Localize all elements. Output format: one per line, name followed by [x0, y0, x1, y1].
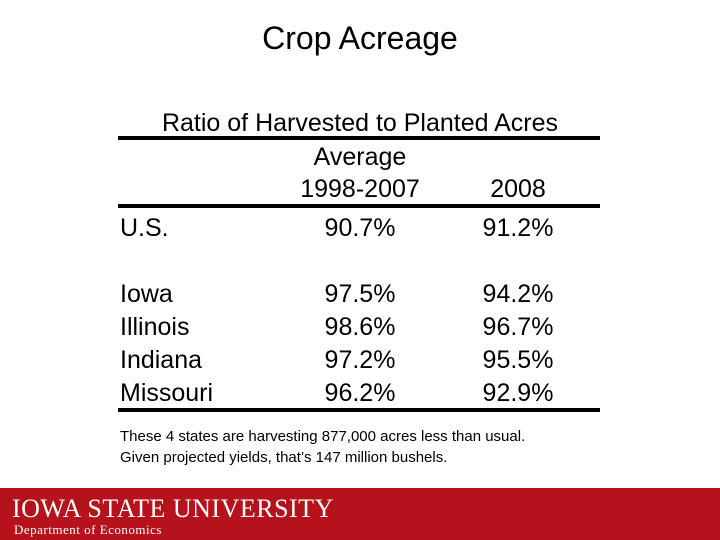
footnote: These 4 states are harvesting 877,000 ac… [120, 426, 680, 468]
university-logo: IOWA STATE UNIVERSITY [12, 494, 334, 523]
cell-illinois-avg: 98.6% [324, 313, 396, 341]
table-top-rule [118, 136, 600, 140]
department-name: Department of Economics [14, 522, 162, 537]
cell-us-2008: 91.2% [482, 214, 554, 242]
col-avg-header-line1: Average [313, 143, 407, 171]
footnote-line-2: Given projected yields, that’s 147 milli… [120, 449, 448, 466]
cell-iowa-2008: 94.2% [482, 280, 554, 308]
footer-banner: IOWA STATE UNIVERSITY Department of Econ… [0, 488, 720, 540]
table-bottom-rule [118, 408, 600, 412]
row-label-indiana: Indiana [120, 346, 203, 374]
cell-indiana-avg: 97.2% [324, 346, 396, 374]
col-2008-header: 2008 [490, 175, 546, 203]
cell-indiana-2008: 95.5% [482, 346, 554, 374]
cell-illinois-2008: 96.7% [482, 313, 554, 341]
footnote-line-1: These 4 states are harvesting 877,000 ac… [120, 428, 526, 445]
cell-missouri-2008: 92.9% [482, 379, 554, 407]
row-label-illinois: Illinois [120, 313, 190, 341]
header-rule [118, 204, 600, 208]
cell-missouri-avg: 96.2% [324, 379, 396, 407]
row-label-iowa: Iowa [120, 280, 173, 308]
page-title: Crop Acreage [262, 20, 458, 56]
cell-iowa-avg: 97.5% [324, 280, 396, 308]
cell-us-avg: 90.7% [324, 214, 396, 242]
col-avg-header-line2: 1998-2007 [300, 175, 420, 203]
table-caption: Ratio of Harvested to Planted Acres [161, 109, 559, 137]
row-label-us: U.S. [120, 214, 169, 242]
row-label-missouri: Missouri [120, 379, 214, 407]
